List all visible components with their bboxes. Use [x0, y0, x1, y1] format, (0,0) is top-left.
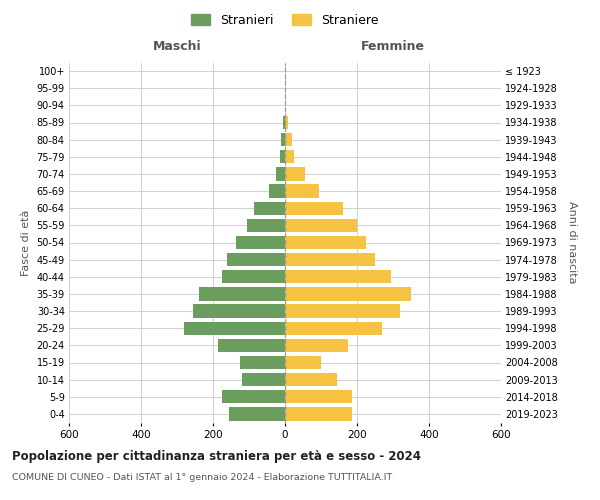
Bar	[285, 184, 319, 198]
Y-axis label: Fasce di età: Fasce di età	[21, 210, 31, 276]
Bar	[285, 407, 352, 420]
Bar	[247, 218, 285, 232]
Bar	[285, 236, 366, 249]
Bar	[240, 356, 285, 369]
Bar	[269, 184, 285, 198]
Bar	[285, 253, 375, 266]
Bar	[285, 218, 357, 232]
Text: Femmine: Femmine	[361, 40, 425, 53]
Legend: Stranieri, Straniere: Stranieri, Straniere	[187, 8, 383, 32]
Bar	[285, 390, 352, 404]
Y-axis label: Anni di nascita: Anni di nascita	[568, 201, 577, 284]
Bar	[285, 356, 321, 369]
Bar	[193, 304, 285, 318]
Bar	[285, 150, 294, 164]
Bar	[283, 116, 285, 129]
Bar	[285, 338, 348, 352]
Text: Popolazione per cittadinanza straniera per età e sesso - 2024: Popolazione per cittadinanza straniera p…	[12, 450, 421, 463]
Bar	[199, 287, 285, 300]
Bar	[280, 150, 285, 164]
Bar	[236, 236, 285, 249]
Bar	[254, 202, 285, 215]
Text: COMUNE DI CUNEO - Dati ISTAT al 1° gennaio 2024 - Elaborazione TUTTITALIA.IT: COMUNE DI CUNEO - Dati ISTAT al 1° genna…	[12, 472, 392, 482]
Bar	[285, 167, 305, 180]
Bar	[285, 202, 343, 215]
Bar	[222, 390, 285, 404]
Bar	[285, 116, 288, 129]
Bar	[281, 133, 285, 146]
Bar	[218, 338, 285, 352]
Bar	[222, 270, 285, 283]
Text: Maschi: Maschi	[152, 40, 202, 53]
Bar	[227, 253, 285, 266]
Bar	[285, 270, 391, 283]
Bar	[285, 322, 382, 335]
Bar	[276, 167, 285, 180]
Bar	[184, 322, 285, 335]
Bar	[285, 304, 400, 318]
Bar	[242, 373, 285, 386]
Bar	[285, 373, 337, 386]
Bar	[229, 407, 285, 420]
Bar	[285, 287, 411, 300]
Bar	[285, 133, 292, 146]
